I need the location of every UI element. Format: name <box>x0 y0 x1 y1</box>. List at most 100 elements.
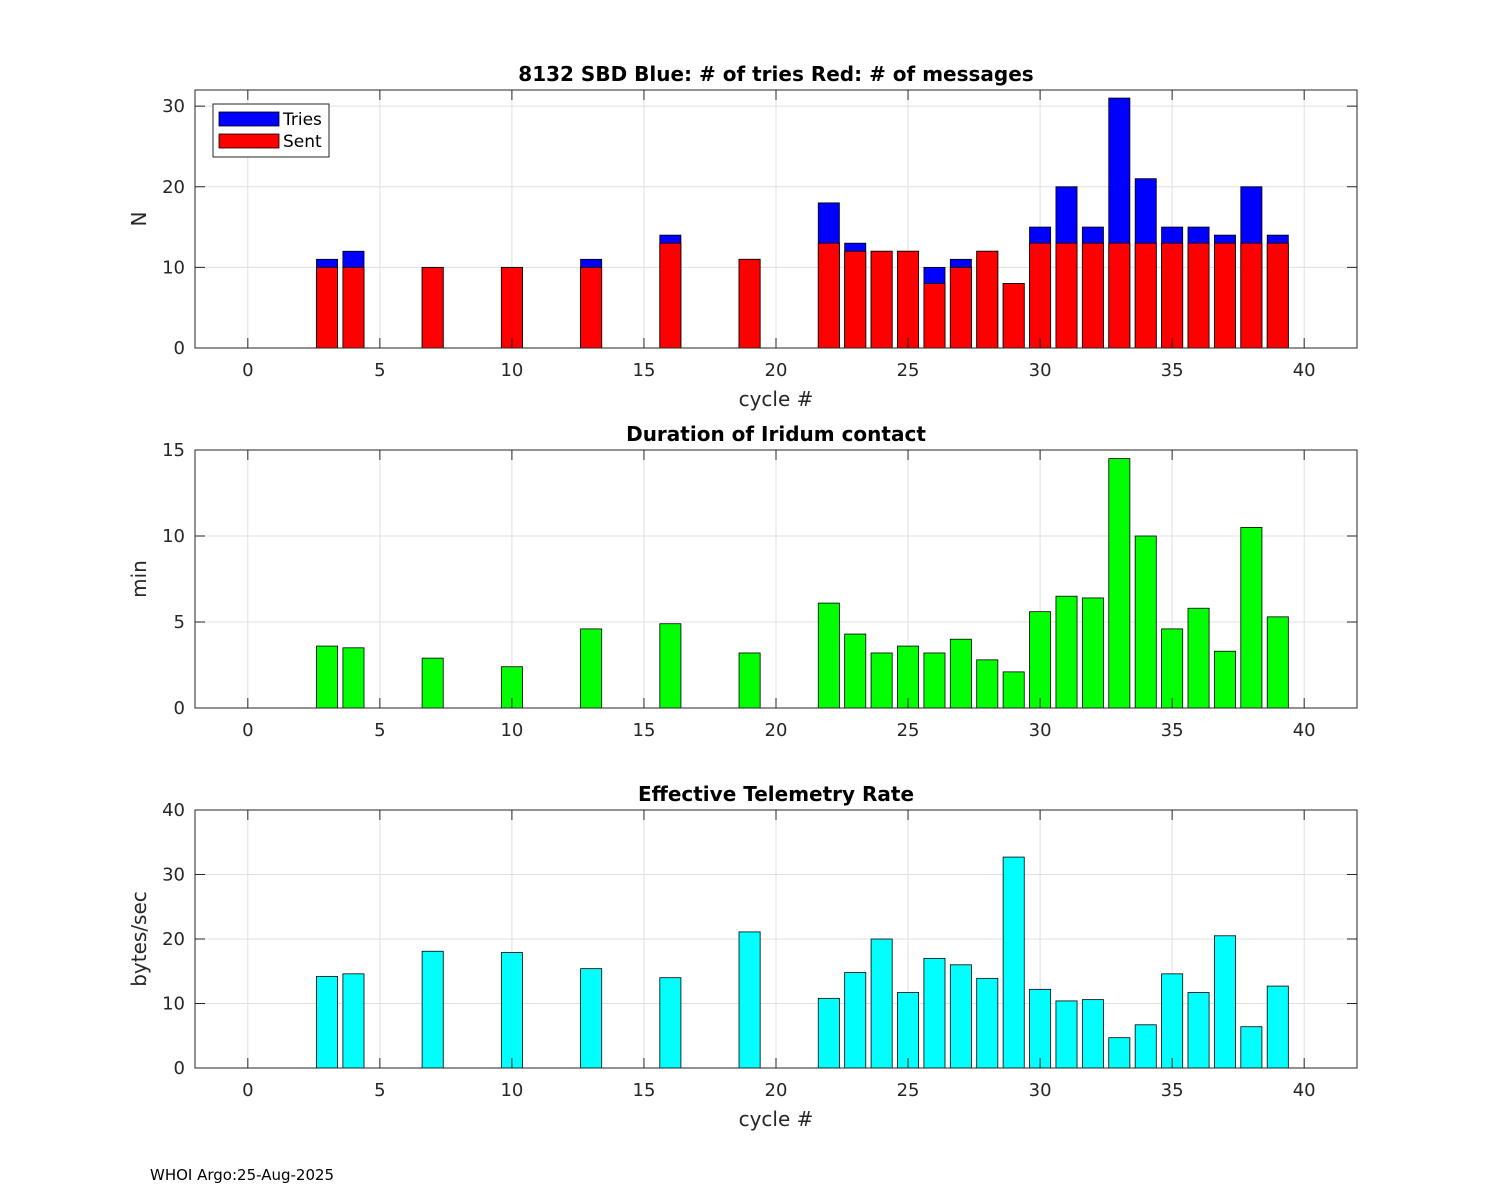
bar-duration-cycle-22 <box>817 602 840 709</box>
x-tick-label: 15 <box>633 360 656 381</box>
chart-title: Duration of Iridum contact <box>626 422 926 446</box>
bar-rate-cycle-37 <box>1213 935 1236 1069</box>
x-tick-label: 5 <box>374 720 385 741</box>
bar-rate-cycle-30 <box>1029 988 1052 1069</box>
y-tick-label: 30 <box>162 865 185 886</box>
bar-sent-cycle-37 <box>1213 242 1236 349</box>
bar-sent-cycle-34 <box>1134 242 1157 349</box>
x-tick-label: 40 <box>1293 360 1316 381</box>
chart-panel-1: 0 5 10 15 20 25 30 35 40 0 10 20 30 8132 SBD Blue: # … <box>127 62 1358 411</box>
bar-sent-cycle-32 <box>1081 242 1104 349</box>
bar-duration-cycle-33 <box>1108 458 1131 709</box>
bar-duration-cycle-23 <box>844 633 867 709</box>
chart-panel-3: 0 5 10 15 20 25 30 35 40 0 10 20 30 40 Effective Telem… <box>127 782 1358 1131</box>
bar-sent-cycle-38 <box>1240 242 1263 349</box>
bar-rate-cycle-23 <box>844 972 867 1069</box>
bar-rate-cycle-31 <box>1055 1000 1078 1069</box>
x-tick-label: 15 <box>633 720 656 741</box>
y-tick-label: 20 <box>162 177 185 198</box>
bar-duration-cycle-28 <box>976 659 999 709</box>
x-tick-label: 30 <box>1029 720 1052 741</box>
y-tick-label: 10 <box>162 526 185 547</box>
x-tick-label: 15 <box>633 1080 656 1101</box>
x-tick-label: 20 <box>765 360 788 381</box>
bar-rate-cycle-26 <box>923 957 946 1069</box>
bar-sent-cycle-25 <box>897 250 920 349</box>
bar-duration-cycle-30 <box>1029 611 1052 709</box>
bar-duration-cycle-29 <box>1002 671 1025 709</box>
bar-rate-cycle-10 <box>500 952 523 1069</box>
x-tick-label: 0 <box>242 360 253 381</box>
x-tick-label: 25 <box>897 720 920 741</box>
y-tick-label: 5 <box>174 612 185 633</box>
bar-sent-cycle-23 <box>844 250 867 349</box>
bar-sent-cycle-7 <box>421 266 444 349</box>
x-tick-label: 35 <box>1161 360 1184 381</box>
y-tick-label: 0 <box>174 1058 185 1079</box>
legend-swatch-tries <box>218 111 280 127</box>
bar-duration-cycle-39 <box>1266 616 1289 709</box>
bar-duration-cycle-35 <box>1161 628 1184 709</box>
y-axis-label: N <box>127 212 151 227</box>
bar-duration-cycle-32 <box>1081 597 1104 709</box>
bar-sent-cycle-29 <box>1002 283 1025 349</box>
x-tick-label: 5 <box>374 1080 385 1101</box>
bar-sent-cycle-28 <box>976 250 999 349</box>
x-tick-label: 30 <box>1029 360 1052 381</box>
bar-rate-cycle-22 <box>817 997 840 1069</box>
x-tick-label: 35 <box>1161 1080 1184 1101</box>
x-axis-label: cycle # <box>739 387 814 411</box>
legend-swatch-sent <box>218 133 280 149</box>
x-tick-label: 0 <box>242 720 253 741</box>
chart-title: 8132 SBD Blue: # of tries Red: # of mess… <box>518 62 1033 86</box>
x-axis-label: cycle # <box>739 1107 814 1131</box>
y-tick-label: 10 <box>162 257 185 278</box>
bar-rate-cycle-24 <box>870 938 893 1069</box>
y-tick-label: 15 <box>162 440 185 461</box>
x-tick-label: 20 <box>765 1080 788 1101</box>
bar-sent-cycle-4 <box>342 266 365 349</box>
bar-rate-cycle-4 <box>342 973 365 1069</box>
footer-label: WHOI Argo:25-Aug-2025 <box>150 1166 335 1184</box>
chart-title: Effective Telemetry Rate <box>638 782 914 806</box>
bar-rate-cycle-7 <box>421 950 444 1069</box>
x-tick-label: 10 <box>500 360 523 381</box>
bar-duration-cycle-3 <box>316 645 339 709</box>
bar-duration-cycle-37 <box>1213 650 1236 709</box>
x-tick-label: 5 <box>374 360 385 381</box>
bar-duration-cycle-24 <box>870 652 893 709</box>
bar-rate-cycle-28 <box>976 977 999 1069</box>
chart-panel-2: 0 5 10 15 20 25 30 35 40 0 5 10 15 Duration of Iridum… <box>127 422 1358 741</box>
bar-sent-cycle-27 <box>949 266 972 349</box>
y-tick-label: 10 <box>162 994 185 1015</box>
x-tick-label: 10 <box>500 1080 523 1101</box>
bar-rate-cycle-29 <box>1002 856 1025 1069</box>
x-tick-label: 30 <box>1029 1080 1052 1101</box>
x-tick-label: 40 <box>1293 1080 1316 1101</box>
bar-rate-cycle-39 <box>1266 985 1289 1069</box>
bar-duration-cycle-34 <box>1134 535 1157 709</box>
x-tick-label: 20 <box>765 720 788 741</box>
y-axis-label: bytes/sec <box>127 891 151 987</box>
bar-rate-cycle-25 <box>897 992 920 1069</box>
bar-sent-cycle-30 <box>1029 242 1052 349</box>
x-tick-label: 35 <box>1161 720 1184 741</box>
bar-duration-cycle-26 <box>923 652 946 709</box>
x-tick-label: 25 <box>897 360 920 381</box>
y-tick-label: 40 <box>162 800 185 821</box>
bar-rate-cycle-32 <box>1081 999 1104 1069</box>
legend-label-sent: Sent <box>283 132 322 152</box>
y-tick-label: 0 <box>174 338 185 359</box>
bar-rate-cycle-13 <box>580 968 603 1069</box>
bar-duration-cycle-13 <box>580 628 603 709</box>
x-tick-label: 25 <box>897 1080 920 1101</box>
legend-label-tries: Tries <box>282 110 322 130</box>
bar-sent-cycle-39 <box>1266 242 1289 349</box>
bar-sent-cycle-31 <box>1055 242 1078 349</box>
bar-sent-cycle-33 <box>1108 242 1131 349</box>
bar-rate-cycle-36 <box>1187 992 1210 1069</box>
y-tick-label: 20 <box>162 929 185 950</box>
bar-rate-cycle-33 <box>1108 1037 1131 1069</box>
bar-rate-cycle-38 <box>1240 1026 1263 1069</box>
